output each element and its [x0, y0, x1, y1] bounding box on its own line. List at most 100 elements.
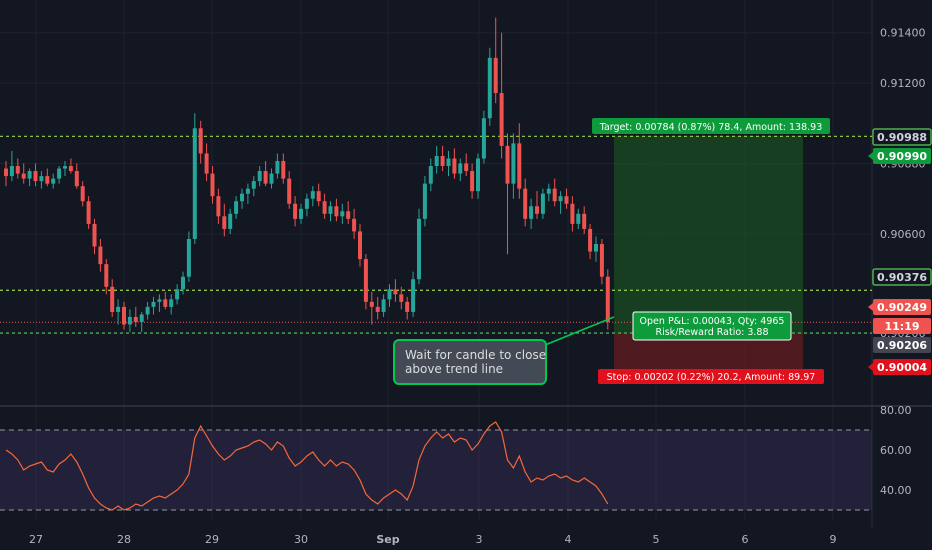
- candle-body: [9, 166, 14, 177]
- candle-body: [405, 301, 410, 312]
- candle-body: [322, 201, 327, 214]
- price-tag-label: 0.90206: [877, 339, 927, 352]
- price-tag-label: 0.90988: [877, 131, 927, 144]
- candle-body: [4, 168, 8, 177]
- candle-body: [546, 188, 551, 194]
- candle-body: [387, 289, 392, 300]
- candle-body: [334, 206, 339, 217]
- rsi-pane[interactable]: 80.00 60.00 40.00: [0, 404, 912, 511]
- stop-label-text: Stop: 0.00202 (0.22%) 20.2, Amount: 89.9…: [607, 372, 816, 383]
- candle-body: [316, 191, 321, 202]
- candle-body: [192, 128, 197, 239]
- rsi-band: [0, 430, 872, 510]
- candle-body: [263, 171, 268, 184]
- price-tag-box: [873, 318, 931, 334]
- candle-body: [375, 306, 380, 312]
- price-tag-label: 0.90990: [877, 150, 927, 163]
- candle-body: [328, 206, 333, 214]
- annotation-callout[interactable]: Wait for candle to close above trend lin…: [393, 316, 615, 385]
- rsi-line[interactable]: [5, 421, 609, 511]
- candle-body: [133, 316, 138, 322]
- candle-body: [464, 163, 469, 172]
- rr-label-text: Risk/Reward Ratio: 3.88: [655, 327, 768, 338]
- candle-body: [470, 171, 475, 192]
- candle-body: [269, 173, 274, 184]
- rsi-tick-label: 60.00: [880, 444, 912, 457]
- price-tag-box: [873, 299, 931, 315]
- candle-body: [80, 186, 85, 202]
- candle-body: [222, 216, 227, 229]
- candle-body: [352, 218, 357, 232]
- candle-body: [481, 118, 486, 159]
- rsi-tick-label: 80.00: [880, 404, 912, 417]
- time-tick-label: 5: [653, 533, 660, 546]
- candle-body: [186, 238, 191, 277]
- candle-body: [570, 203, 575, 224]
- candle-body: [517, 143, 522, 189]
- candle-body: [452, 158, 457, 174]
- candle-body: [139, 314, 144, 322]
- candle-body: [234, 201, 239, 214]
- candle-body: [27, 171, 32, 179]
- candle-body: [529, 206, 534, 219]
- candle-body: [210, 173, 215, 197]
- time-tick-label: 6: [742, 533, 749, 546]
- candle-body: [245, 188, 250, 194]
- candle-body: [588, 228, 593, 252]
- candle-body: [428, 166, 433, 184]
- candle-body: [92, 223, 97, 247]
- candle-body: [422, 183, 427, 219]
- candle-body: [74, 171, 79, 187]
- candle-body: [293, 203, 298, 219]
- price-tick-label: 0.91200: [880, 77, 926, 90]
- candle-body: [204, 153, 209, 174]
- candle-body: [116, 306, 121, 312]
- candle-series: [4, 17, 610, 333]
- candle-body: [21, 173, 26, 179]
- price-tag-label: 0.90249: [877, 301, 927, 314]
- candle-body: [240, 193, 244, 202]
- candle-body: [487, 57, 492, 119]
- candle-body: [122, 306, 126, 325]
- price-tick-label: 0.91400: [880, 27, 926, 40]
- candle-body: [440, 155, 445, 167]
- time-tick-label: Sep: [376, 533, 399, 546]
- rsi-tick-label: 40.00: [880, 484, 912, 497]
- candle-body: [499, 93, 504, 146]
- candle-body: [523, 188, 528, 219]
- candle-body: [98, 246, 103, 265]
- candle-body: [104, 264, 109, 287]
- candle-body: [540, 193, 545, 214]
- candle-body: [163, 299, 168, 307]
- candle-body: [157, 299, 162, 302]
- candle-body: [151, 301, 156, 307]
- candle-body: [228, 213, 233, 229]
- price-tag-box: [872, 268, 932, 286]
- candle-body: [86, 201, 91, 224]
- stop-label: Stop: 0.00202 (0.22%) 20.2, Amount: 89.9…: [598, 369, 824, 384]
- candle-body: [15, 166, 20, 174]
- time-axis[interactable]: 27 28 29 30 Sep 3 4 5 6 9: [29, 533, 837, 546]
- price-tag-label: 11:19: [884, 320, 919, 333]
- candle-body: [51, 178, 56, 184]
- candle-body: [145, 306, 150, 315]
- profit-zone[interactable]: [614, 135, 803, 334]
- candle-body: [310, 191, 315, 199]
- price-tag-pointer: [868, 303, 873, 311]
- time-tick-label: 29: [205, 533, 219, 546]
- candle-body: [558, 196, 563, 202]
- pnl-label: Open P&L: 0.00043, Qty: 4965 Risk/Reward…: [632, 311, 792, 341]
- time-tick-label: 4: [565, 533, 572, 546]
- position-zone[interactable]: [614, 135, 803, 384]
- price-tag-pointer: [868, 363, 873, 371]
- candle-body: [287, 178, 292, 204]
- candle-body: [358, 231, 362, 260]
- candle-body: [582, 213, 587, 229]
- candle-body: [476, 158, 480, 192]
- candle-body: [493, 57, 498, 94]
- candle-body: [304, 198, 309, 209]
- candle-body: [39, 176, 44, 182]
- candle-body: [340, 211, 345, 217]
- candle-body: [216, 196, 221, 217]
